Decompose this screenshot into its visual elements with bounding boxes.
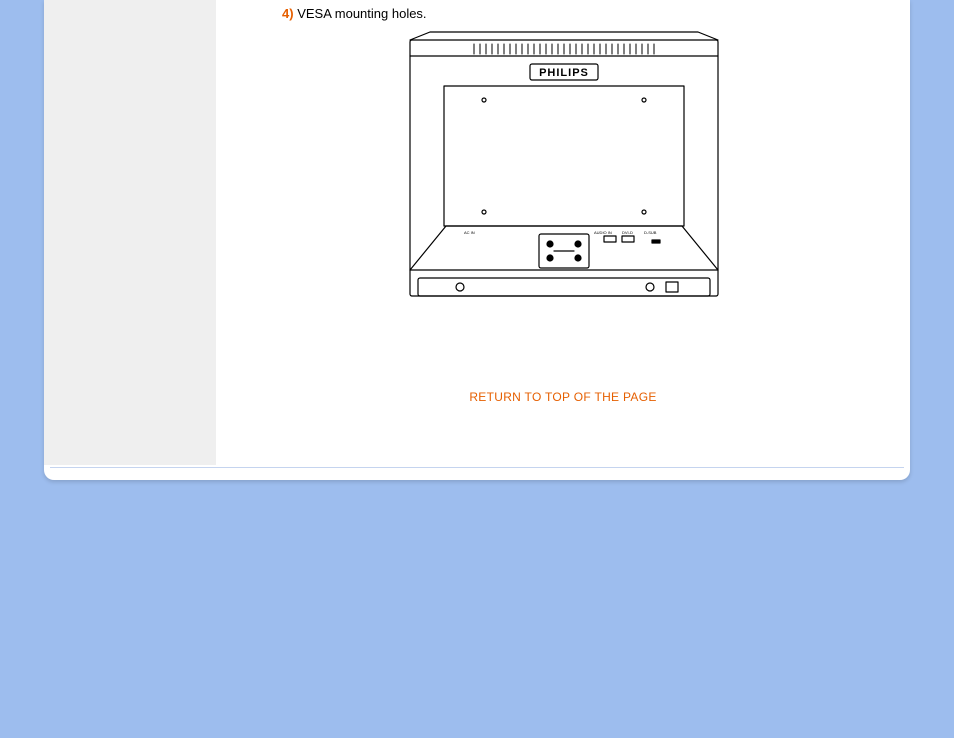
footer-rule [50,467,904,468]
document-page: 4) VESA mounting holes. [44,0,910,480]
list-item-number: 4) [282,6,294,21]
port-label: DVI-D [622,230,633,235]
list-item: 4) VESA mounting holes. [282,6,427,21]
content-area: 4) VESA mounting holes. [216,0,910,480]
left-sidebar [44,0,216,465]
brand-text: PHILIPS [539,67,589,79]
port-label: AC IN [464,230,475,235]
monitor-rear-diagram: PHILIPS AC IN AUDIO IN DVI-D D-SUB [404,30,724,308]
port-label: AUDIO IN [594,230,612,235]
return-to-top-link[interactable]: RETURN TO TOP OF THE PAGE [216,390,910,404]
list-item-text: VESA mounting holes. [297,6,426,21]
port-label: D-SUB [644,230,656,235]
